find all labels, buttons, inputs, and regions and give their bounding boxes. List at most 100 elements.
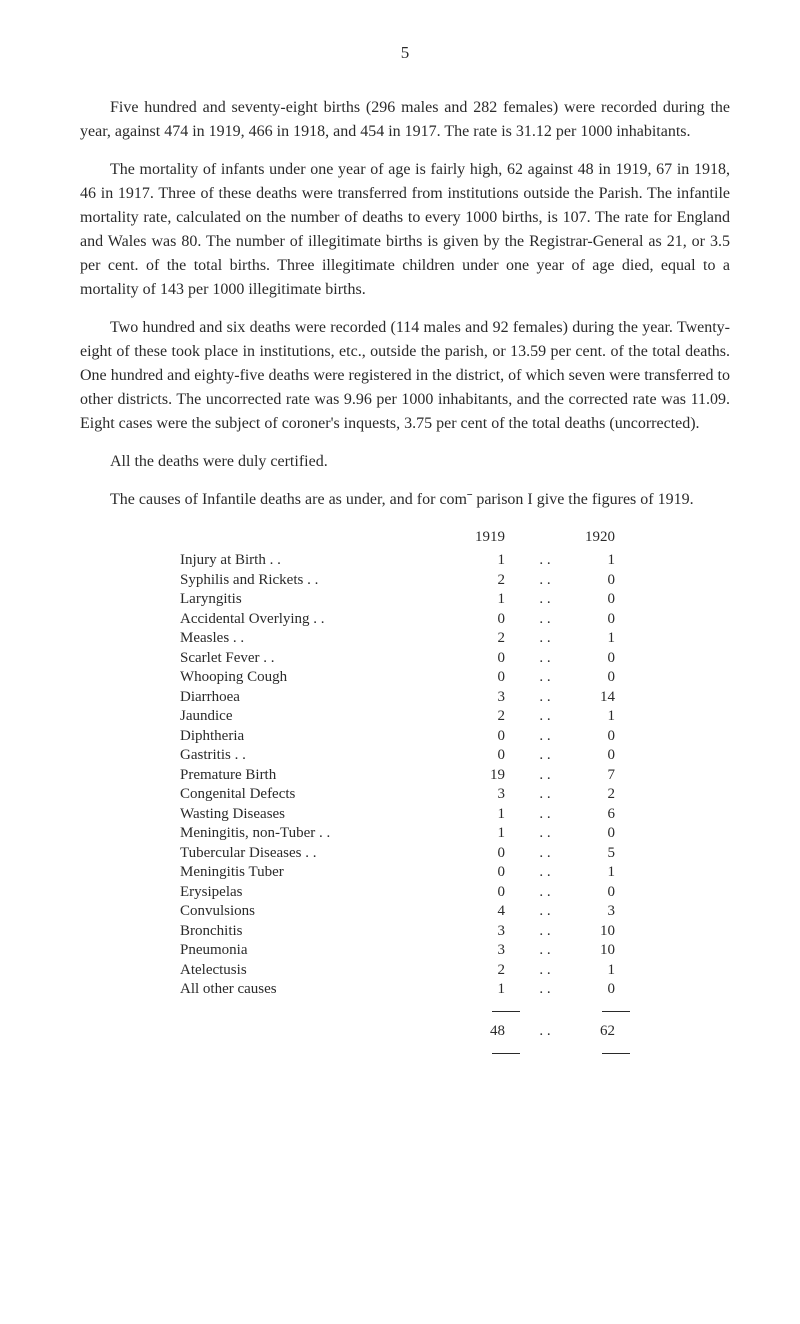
paragraph-2: The mortality of infants under one year … <box>80 158 730 302</box>
table-cell-v1: 0 <box>460 883 520 903</box>
table-row: Premature Birth19. .7 <box>180 766 730 786</box>
table-cell-dots: . . <box>520 629 570 649</box>
table-cell-label: Measles . . <box>180 629 460 649</box>
table-cell-v2: 10 <box>570 922 630 942</box>
table-cell-dots: . . <box>520 688 570 708</box>
table-cell-v2: 1 <box>570 551 630 571</box>
table-cell-label: Diphtheria <box>180 727 460 747</box>
table-cell-dots: . . <box>520 590 570 610</box>
table-cell-v1: 3 <box>460 785 520 805</box>
table-cell-dots: . . <box>520 844 570 864</box>
table-cell-label: Injury at Birth . . <box>180 551 460 571</box>
table-row: Tubercular Diseases . .0. .5 <box>180 844 730 864</box>
table-cell-v2: 0 <box>570 746 630 766</box>
table-row: Wasting Diseases1. .6 <box>180 805 730 825</box>
table-cell-v1: 0 <box>460 746 520 766</box>
table-cell-v1: 3 <box>460 922 520 942</box>
table-header-year2: 1920 <box>570 526 630 549</box>
table-cell-v2: 1 <box>570 863 630 883</box>
table-row: Accidental Overlying . .0. .0 <box>180 610 730 630</box>
table-row: Gastritis . .0. .0 <box>180 746 730 766</box>
table-cell-v1: 1 <box>460 551 520 571</box>
table-cell-dots: . . <box>520 649 570 669</box>
table-rule-bottom <box>180 1042 730 1065</box>
table-cell-dots: . . <box>520 922 570 942</box>
table-cell-v1: 2 <box>460 571 520 591</box>
table-cell-label: Atelectusis <box>180 961 460 981</box>
table-row: Laryngitis1. .0 <box>180 590 730 610</box>
table-row: Jaundice2. .1 <box>180 707 730 727</box>
table-cell-dots: . . <box>520 980 570 1000</box>
table-cell-dots: . . <box>520 571 570 591</box>
table-cell-dots: . . <box>520 610 570 630</box>
table-cell-v1: 2 <box>460 629 520 649</box>
table-cell-v1: 4 <box>460 902 520 922</box>
table-cell-dots: . . <box>520 707 570 727</box>
table-cell-dots: . . <box>520 902 570 922</box>
table-cell-label: Pneumonia <box>180 941 460 961</box>
table-cell-v2: 0 <box>570 980 630 1000</box>
table-cell-v2: 0 <box>570 668 630 688</box>
table-cell-label: Scarlet Fever . . <box>180 649 460 669</box>
table-row: Convulsions4. .3 <box>180 902 730 922</box>
table-cell-dots: . . <box>520 824 570 844</box>
table-cell-v2: 0 <box>570 824 630 844</box>
table-cell-v2: 0 <box>570 610 630 630</box>
table-cell-label: All other causes <box>180 980 460 1000</box>
table-cell-v2: 0 <box>570 590 630 610</box>
table-cell-v1: 0 <box>460 863 520 883</box>
table-cell-label: Jaundice <box>180 707 460 727</box>
table-cell-label: Diarrhoea <box>180 688 460 708</box>
table-cell-v2: 0 <box>570 883 630 903</box>
table-cell-v1: 1 <box>460 590 520 610</box>
table-cell-v2: 2 <box>570 785 630 805</box>
table-cell-label: Whooping Cough <box>180 668 460 688</box>
table-cell-dots: . . <box>520 668 570 688</box>
table-cell-dots: . . <box>520 766 570 786</box>
table-cell-v2: 1 <box>570 707 630 727</box>
table-row: Syphilis and Rickets . .2. .0 <box>180 571 730 591</box>
table-total-v1: 48 <box>460 1022 520 1042</box>
table-row: Diphtheria0. .0 <box>180 727 730 747</box>
table-cell-v1: 0 <box>460 649 520 669</box>
table-cell-v1: 1 <box>460 980 520 1000</box>
table-cell-v1: 3 <box>460 941 520 961</box>
mortality-table: 1919 1920 Injury at Birth . .1. .1Syphil… <box>180 526 730 1065</box>
table-cell-label: Laryngitis <box>180 590 460 610</box>
table-cell-v1: 0 <box>460 668 520 688</box>
table-row: Pneumonia3. .10 <box>180 941 730 961</box>
table-cell-dots: . . <box>520 727 570 747</box>
table-cell-v1: 19 <box>460 766 520 786</box>
table-cell-v1: 3 <box>460 688 520 708</box>
table-cell-label: Syphilis and Rickets . . <box>180 571 460 591</box>
table-cell-v1: 1 <box>460 805 520 825</box>
paragraph-1: Five hundred and seventy-eight births (2… <box>80 96 730 144</box>
table-cell-v1: 2 <box>460 707 520 727</box>
table-cell-dots: . . <box>520 941 570 961</box>
table-cell-v1: 0 <box>460 844 520 864</box>
table-cell-v2: 1 <box>570 961 630 981</box>
table-cell-dots: . . <box>520 883 570 903</box>
table-cell-v2: 3 <box>570 902 630 922</box>
table-cell-v2: 1 <box>570 629 630 649</box>
table-header: 1919 1920 <box>180 526 730 549</box>
table-row: Atelectusis2. .1 <box>180 961 730 981</box>
table-cell-v1: 0 <box>460 610 520 630</box>
table-row: Erysipelas0. .0 <box>180 883 730 903</box>
table-row: Measles . .2. .1 <box>180 629 730 649</box>
table-header-year1: 1919 <box>460 526 520 549</box>
table-cell-label: Gastritis . . <box>180 746 460 766</box>
table-cell-v2: 10 <box>570 941 630 961</box>
table-total-v2: 62 <box>570 1022 630 1042</box>
table-header-blank <box>180 526 460 549</box>
table-cell-v1: 2 <box>460 961 520 981</box>
table-cell-label: Erysipelas <box>180 883 460 903</box>
table-row: Scarlet Fever . .0. .0 <box>180 649 730 669</box>
table-cell-label: Convulsions <box>180 902 460 922</box>
table-cell-v1: 1 <box>460 824 520 844</box>
table-cell-label: Meningitis, non-Tuber . . <box>180 824 460 844</box>
table-row: Meningitis Tuber0. .1 <box>180 863 730 883</box>
table-row: All other causes1. .0 <box>180 980 730 1000</box>
table-row: Bronchitis3. .10 <box>180 922 730 942</box>
table-cell-v2: 0 <box>570 649 630 669</box>
